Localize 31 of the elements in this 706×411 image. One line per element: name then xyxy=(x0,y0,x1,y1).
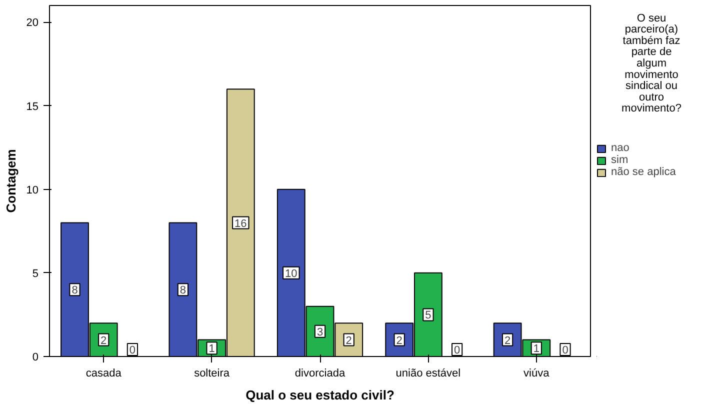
data-label: 1 xyxy=(533,343,540,356)
x-tick-label: viúva xyxy=(524,368,550,380)
y-tick-label: 15 xyxy=(26,100,39,113)
x-tick-label: casada xyxy=(86,368,122,380)
y-tick-label: 10 xyxy=(26,184,39,196)
x-axis-title: Qual o seu estado civil? xyxy=(246,388,394,402)
data-label: 0 xyxy=(562,344,568,356)
x-tick-label: divorciada xyxy=(294,368,346,380)
y-tick-label: 5 xyxy=(32,268,39,280)
y-axis-title: Contagem xyxy=(3,149,18,213)
data-label: 0 xyxy=(129,344,136,356)
y-tick-label: 20 xyxy=(26,17,39,30)
data-label: 2 xyxy=(100,334,107,347)
data-label: 16 xyxy=(234,218,247,230)
data-label: 10 xyxy=(285,268,298,280)
data-label: 8 xyxy=(72,284,78,297)
x-tick-label: união estável xyxy=(396,368,461,380)
data-label: 5 xyxy=(425,310,432,322)
data-label: 3 xyxy=(316,326,324,338)
legend-label: sim xyxy=(611,154,630,166)
data-label: 8 xyxy=(180,284,186,297)
data-label: 2 xyxy=(504,334,511,347)
text: O seu parceiro(a) também faz parte de algum movimento sindical ou outro movimento? xyxy=(622,12,682,115)
data-label: 2 xyxy=(346,334,352,347)
data-label: 0 xyxy=(454,344,460,356)
legend-label: não se aplica xyxy=(611,166,676,178)
y-tick-label: 0 xyxy=(32,352,39,364)
legend-label: nao xyxy=(611,142,630,154)
x-tick-label: solteira xyxy=(194,368,230,380)
data-label: 1 xyxy=(208,343,215,356)
data-label: 2 xyxy=(396,334,402,347)
